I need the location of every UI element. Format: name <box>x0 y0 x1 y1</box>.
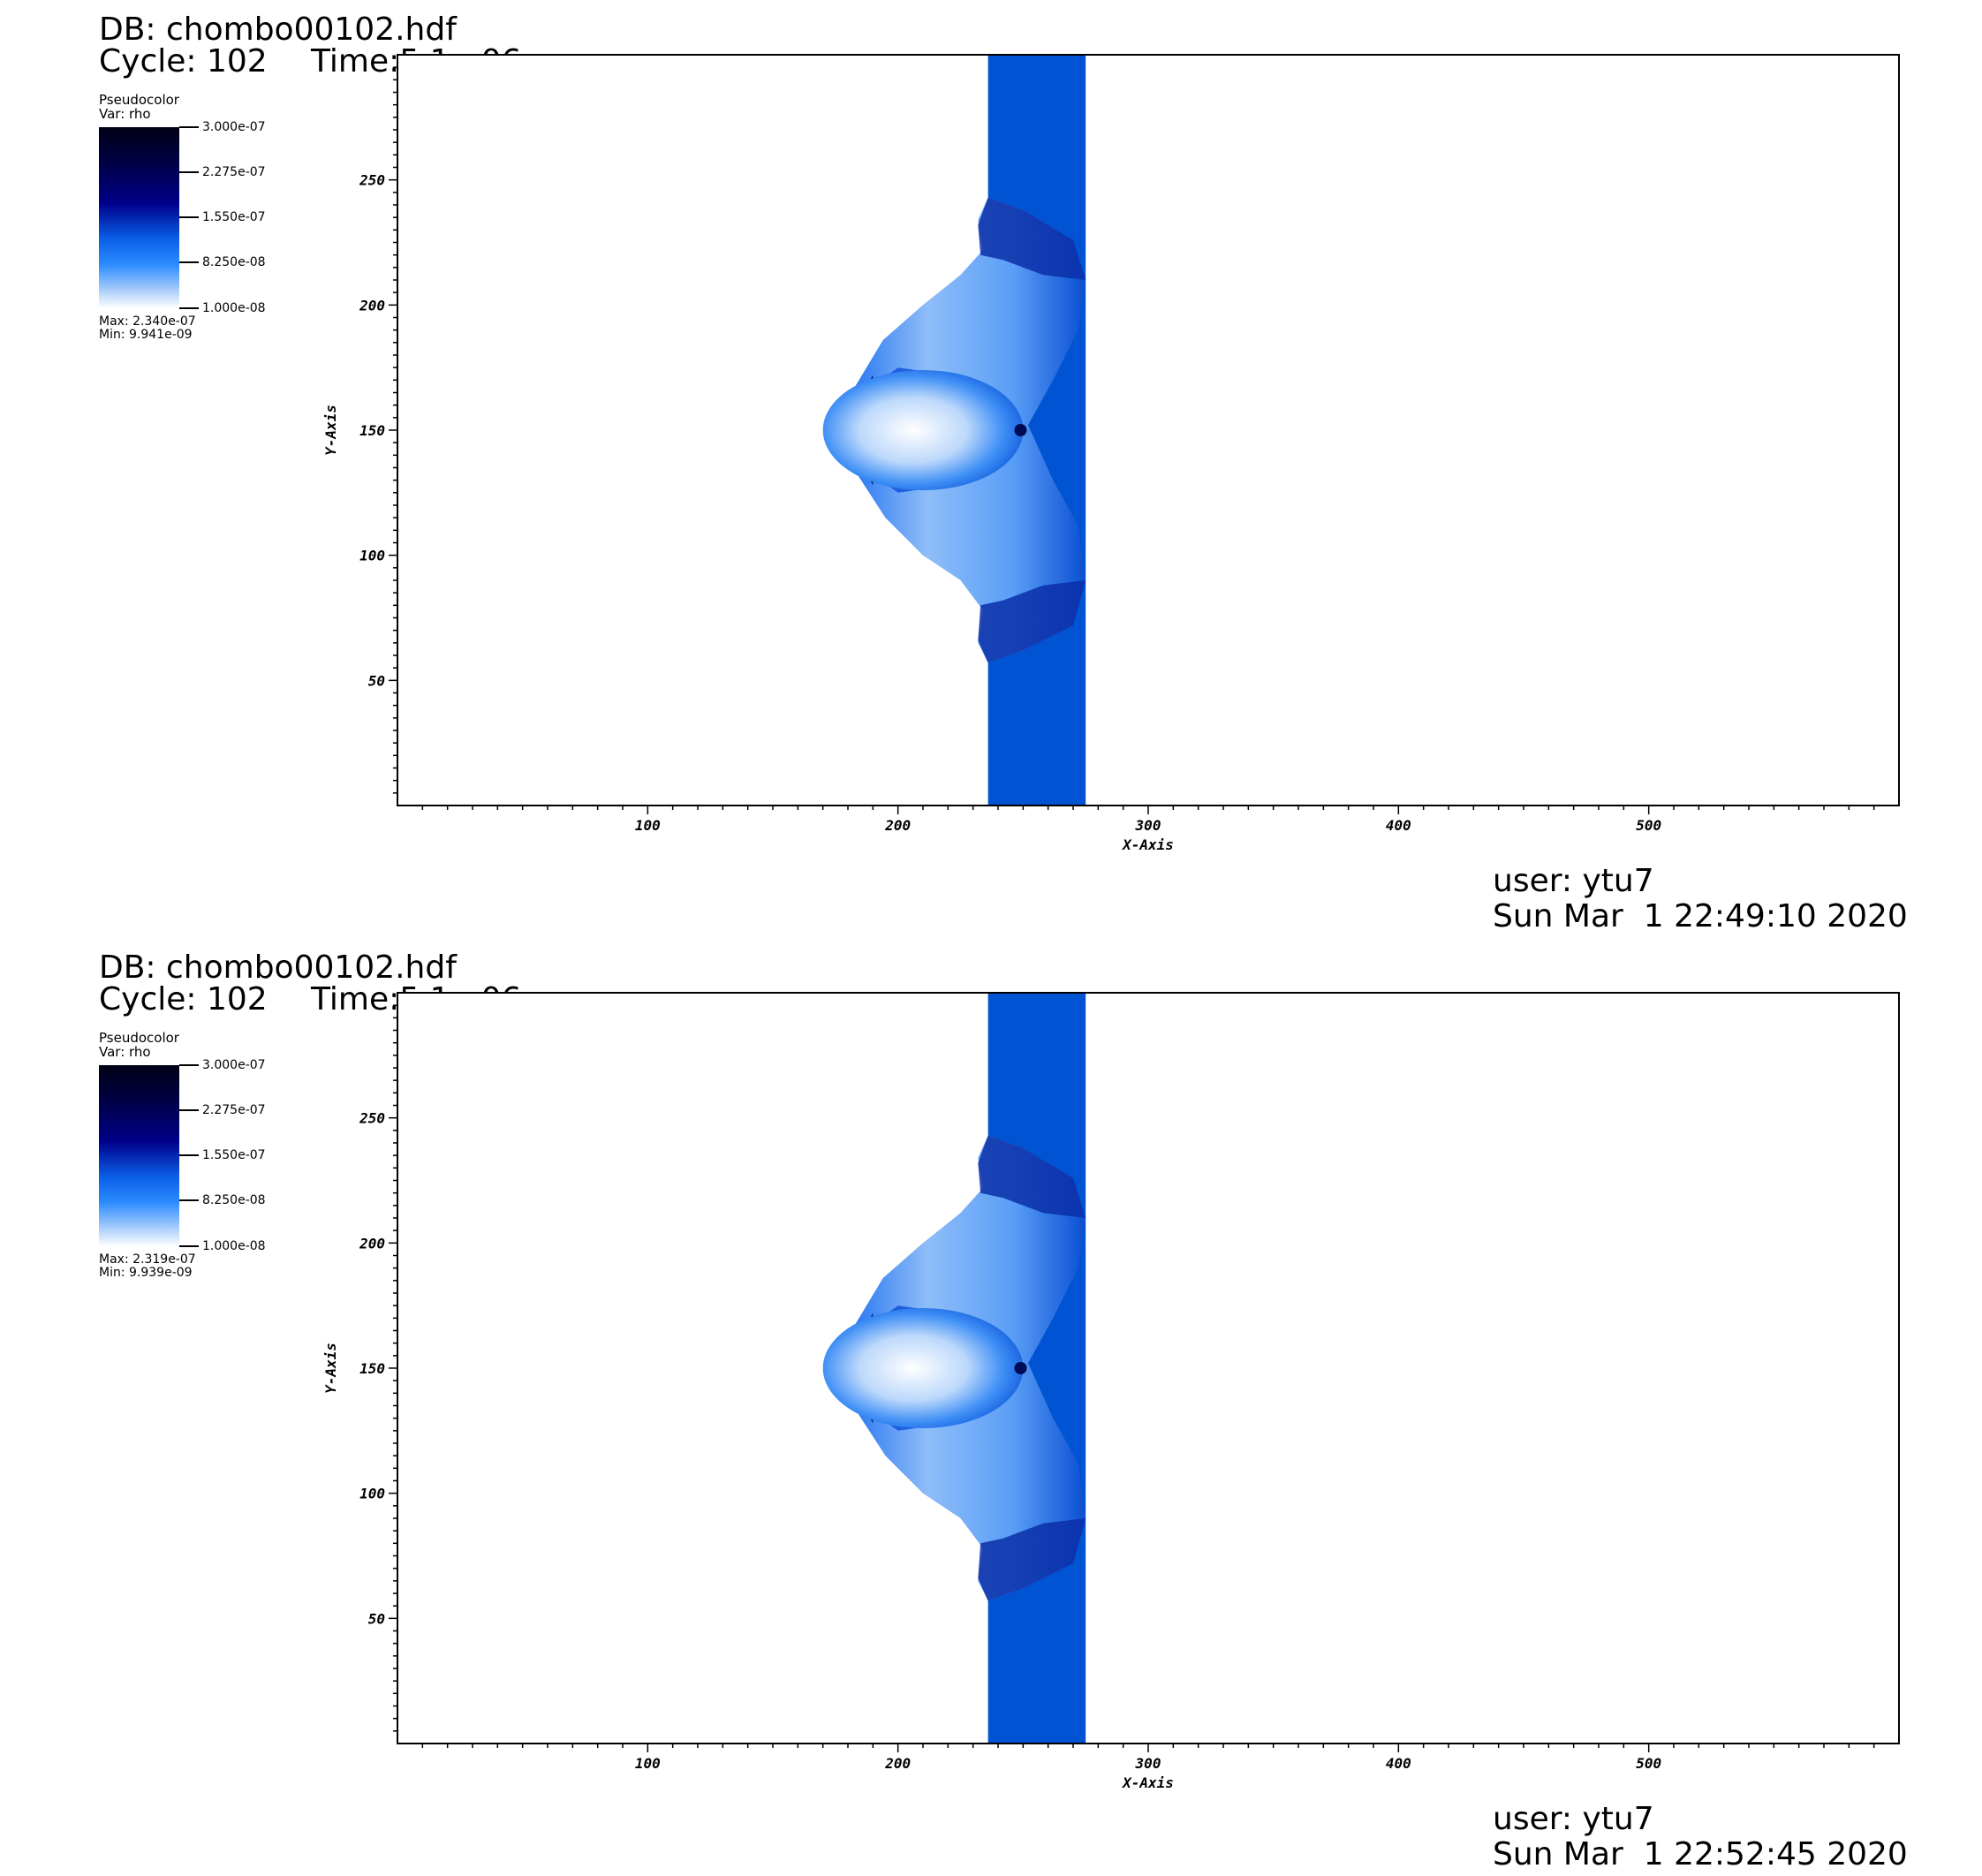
legend-variable: Var: rho <box>99 1044 151 1060</box>
visit-panel-1: DB: chombo00102.hdf Cycle: 102 Time:5.1e… <box>99 11 1908 934</box>
low-density-core <box>822 1308 1024 1428</box>
colorbar-tick <box>179 1245 199 1247</box>
y-axis-label: Y-Axis <box>322 405 339 456</box>
stagnation-point <box>1014 1362 1027 1374</box>
date-label: Sun Mar 1 22:49:10 2020 <box>1493 898 1908 934</box>
y-tick-label: 100 <box>359 1486 385 1502</box>
colorbar-tick-label: 1.550e-07 <box>202 1148 266 1162</box>
colorbar-tick <box>179 261 199 263</box>
colorbar-tick <box>179 126 199 128</box>
cycle-label: Cycle: 102 <box>99 43 268 79</box>
colorbar-tick-label: 3.000e-07 <box>202 120 266 134</box>
y-axis-label: Y-Axis <box>322 1343 339 1394</box>
plot-background <box>397 55 1899 806</box>
y-tick-label: 100 <box>359 548 385 564</box>
plot-area: 100 200 300 400 500 50 100 150 200 250 X-Axis Y-Axi… <box>322 54 1900 853</box>
y-tick-label: 150 <box>359 1360 385 1377</box>
database-label: DB: chombo00102.hdf <box>99 949 457 986</box>
colorbar <box>99 1065 179 1246</box>
low-density-core <box>822 370 1024 490</box>
user-label: user: ytu7 <box>1493 863 1654 899</box>
upper-cap <box>978 197 1086 280</box>
colorbar-tick <box>179 1109 199 1111</box>
colorbar-tick <box>179 171 199 173</box>
x-axis-label: X-Axis <box>1121 1774 1174 1791</box>
x-tick-label: 200 <box>884 817 911 834</box>
colorbar-tick-label: 2.275e-07 <box>202 165 266 179</box>
y-tick-label: 50 <box>368 1610 385 1627</box>
lower-cap <box>978 580 1086 663</box>
plot-area: 100 200 300 400 500 50 100 150 200 250 X-Axis Y-Axi… <box>322 992 1900 1791</box>
y-tick-label: 250 <box>359 172 385 189</box>
colorbar-tick-label: 3.000e-07 <box>202 1058 266 1072</box>
x-tick-label: 200 <box>884 1755 911 1772</box>
colorbar-tick <box>179 1199 199 1201</box>
colorbar-tick-label: 8.250e-08 <box>202 1193 266 1207</box>
y-tick-label: 200 <box>359 297 385 314</box>
legend-max: Max: 2.319e-07 <box>99 1252 196 1267</box>
legend-title: Pseudocolor <box>99 92 179 108</box>
legend-min: Min: 9.939e-09 <box>99 1266 193 1280</box>
y-tick-label: 250 <box>359 1110 385 1127</box>
lower-cap <box>978 1518 1086 1601</box>
legend-min: Min: 9.941e-09 <box>99 328 193 342</box>
database-label: DB: chombo00102.hdf <box>99 11 457 48</box>
x-tick-label: 500 <box>1636 1755 1661 1772</box>
colorbar <box>99 127 179 308</box>
legend-max: Max: 2.340e-07 <box>99 314 196 329</box>
cycle-label: Cycle: 102 <box>99 981 268 1017</box>
colorbar-tick-label: 1.000e-08 <box>202 1239 266 1253</box>
x-tick-label: 100 <box>635 1755 661 1772</box>
pseudocolor-plot: 100 200 300 400 500 50 100 150 200 250 X-Axis Y-Axi… <box>322 54 1900 853</box>
x-tick-label: 100 <box>635 817 661 834</box>
upper-cap <box>978 1135 1086 1218</box>
colorbar-tick-label: 1.550e-07 <box>202 210 266 224</box>
date-label: Sun Mar 1 22:52:45 2020 <box>1493 1836 1908 1872</box>
plot-background <box>397 993 1899 1744</box>
colorbar-tick-label: 8.250e-08 <box>202 255 266 269</box>
x-tick-label: 300 <box>1135 1755 1161 1772</box>
legend-variable: Var: rho <box>99 106 151 122</box>
colorbar-tick <box>179 307 199 309</box>
visit-panel-2: DB: chombo00102.hdf Cycle: 102 Time:5.1e… <box>0 938 1982 1876</box>
x-tick-label: 300 <box>1135 817 1161 834</box>
x-tick-label: 400 <box>1386 817 1411 834</box>
legend-title: Pseudocolor <box>99 1030 179 1046</box>
x-tick-label: 400 <box>1386 1755 1411 1772</box>
pseudocolor-plot: 100 200 300 400 500 50 100 150 200 250 X-Axis Y-Axi… <box>322 992 1900 1791</box>
stagnation-point <box>1014 424 1027 436</box>
colorbar-tick <box>179 216 199 218</box>
colorbar-tick <box>179 1064 199 1066</box>
y-tick-label: 50 <box>368 672 385 689</box>
colorbar-tick <box>179 1154 199 1156</box>
y-tick-label: 150 <box>359 422 385 439</box>
user-label: user: ytu7 <box>1493 1801 1654 1837</box>
colorbar-tick-label: 2.275e-07 <box>202 1103 266 1117</box>
x-tick-label: 500 <box>1636 817 1661 834</box>
colorbar-tick-label: 1.000e-08 <box>202 301 266 315</box>
x-axis-label: X-Axis <box>1121 836 1174 853</box>
y-tick-label: 200 <box>359 1235 385 1252</box>
